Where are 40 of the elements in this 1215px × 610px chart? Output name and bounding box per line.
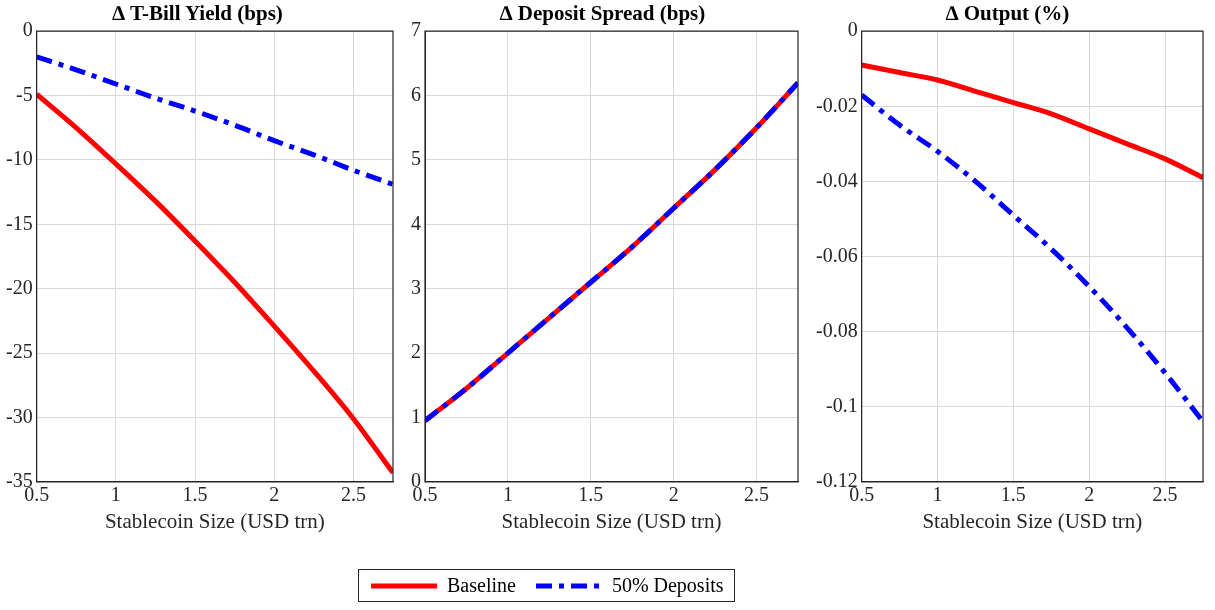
y-tick-label: -0.04 [815, 168, 858, 191]
y-tick-label: 3 [411, 275, 421, 298]
y-tick-label: 6 [411, 82, 421, 105]
x-tick-label: 1.5 [578, 483, 604, 506]
x-tick-label: 1 [502, 483, 513, 506]
chart-title: ∆ Deposit Spread (bps) [499, 1, 706, 26]
x-tick-label: 2.5 [1152, 483, 1178, 506]
y-tick-label: -0.1 [825, 393, 858, 416]
x-tick-label: 1 [110, 483, 121, 506]
y-tick-label: 5 [411, 147, 421, 170]
y-tick-label: 2 [411, 340, 421, 363]
chart-title: ∆ Output (%) [945, 1, 1070, 26]
x-tick-label: 2 [269, 483, 280, 506]
y-tick-label: -0.06 [815, 243, 858, 266]
x-tick-label: 1.5 [1000, 483, 1026, 506]
y-tick-label: -15 [5, 211, 33, 234]
x-axis-title: Stablecoin Size (USD trn) [922, 508, 1143, 533]
chart-title: ∆ T-Bill Yield (bps) [112, 1, 283, 26]
x-tick-label: 1.5 [182, 483, 208, 506]
y-tick-label: -25 [5, 340, 33, 363]
y-tick-label: 0 [847, 18, 858, 41]
legend-label: 50% Deposits [611, 574, 724, 597]
y-tick-label: -10 [5, 147, 33, 170]
y-tick-label: -30 [5, 404, 33, 427]
x-tick-label: 2.5 [744, 483, 770, 506]
x-tick-label: 1 [932, 483, 943, 506]
y-tick-label: -0.08 [815, 318, 858, 341]
x-tick-label: 2 [1084, 483, 1095, 506]
x-axis-title: Stablecoin Size (USD trn) [501, 508, 722, 533]
y-tick-label: -5 [15, 82, 33, 105]
y-tick-label: 1 [411, 404, 421, 427]
y-tick-label: 4 [411, 211, 421, 234]
x-tick-label: 2.5 [340, 483, 366, 506]
x-tick-label: 2 [668, 483, 679, 506]
y-tick-label: 0 [22, 18, 33, 41]
y-tick-label: 7 [411, 18, 421, 41]
x-axis-title: Stablecoin Size (USD trn) [104, 508, 325, 533]
y-tick-label: -0.02 [815, 93, 858, 116]
y-tick-label: -20 [5, 275, 33, 298]
legend-label: Baseline [447, 574, 516, 597]
